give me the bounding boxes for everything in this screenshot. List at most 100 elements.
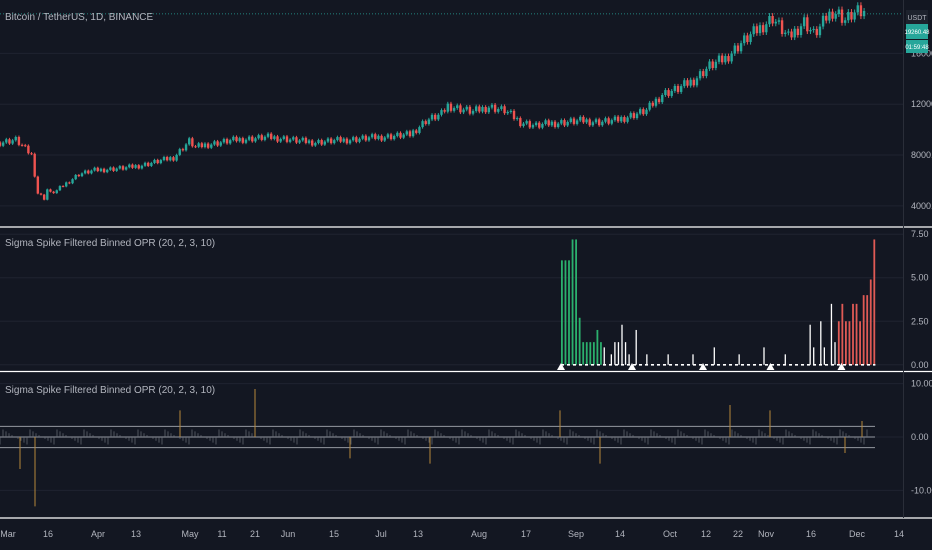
- x-axis-label: 16: [806, 529, 816, 539]
- x-axis-label: 14: [615, 529, 625, 539]
- candle-body: [206, 143, 210, 148]
- candle-body: [550, 121, 554, 126]
- candle-body: [724, 56, 727, 63]
- oscillator-pane-title: Sigma Spike Filtered Binned OPR (20, 2, …: [5, 385, 215, 396]
- candle-body: [326, 138, 330, 142]
- candle-body: [386, 134, 390, 138]
- candle-body: [736, 45, 740, 52]
- x-axis-label: 21: [250, 529, 260, 539]
- candle-body: [165, 156, 169, 161]
- candle-body: [188, 138, 191, 145]
- candle-body: [673, 85, 677, 91]
- candle-body: [500, 106, 503, 110]
- indicator-bar: [841, 303, 844, 365]
- candle-body: [793, 28, 796, 38]
- candle-body: [118, 166, 122, 169]
- candle-body: [295, 137, 298, 143]
- candle-body: [153, 159, 156, 163]
- candle-body: [853, 12, 856, 20]
- candle-body: [528, 121, 531, 128]
- candle-body: [758, 25, 762, 34]
- candle-body: [424, 121, 427, 124]
- candle-body: [575, 120, 579, 124]
- candle-body: [806, 17, 809, 32]
- candle-body: [459, 105, 462, 113]
- candle-body: [311, 140, 314, 146]
- candle-body: [27, 145, 30, 154]
- candle-body: [65, 182, 68, 187]
- candle-body: [0, 142, 2, 146]
- price-tick-label: 8000.00: [911, 150, 932, 160]
- triangle-marker: [628, 363, 636, 370]
- candle-body: [235, 136, 238, 142]
- candle-body: [42, 194, 46, 200]
- candle-body: [679, 86, 683, 92]
- candle-body: [547, 120, 550, 126]
- candle-body: [336, 137, 339, 141]
- candle-body: [273, 136, 276, 139]
- candle-body: [702, 71, 705, 77]
- candle-body: [244, 139, 248, 143]
- candle-body: [560, 120, 563, 124]
- indicator-bar: [610, 354, 612, 365]
- candle-body: [821, 15, 825, 27]
- candle-body: [30, 153, 33, 155]
- x-axis-label: 14: [894, 529, 904, 539]
- candle-body: [216, 141, 219, 146]
- candle-body: [323, 141, 327, 145]
- candle-body: [493, 104, 497, 112]
- candle-body: [285, 136, 289, 142]
- candle-body: [717, 55, 721, 62]
- candle-body: [219, 142, 222, 146]
- indicator-bar: [592, 342, 595, 365]
- x-axis-label: 13: [413, 529, 423, 539]
- candle-body: [828, 11, 831, 21]
- x-axis-label: 11: [217, 529, 226, 539]
- x-axis-label: 12: [701, 529, 711, 539]
- candle-body: [531, 125, 535, 128]
- candle-body: [623, 117, 626, 122]
- indicator-bar: [820, 321, 822, 365]
- x-axis-label: 16: [43, 529, 53, 539]
- candle-body: [705, 68, 708, 77]
- candle-body: [799, 26, 803, 36]
- candle-body: [1, 142, 5, 146]
- candle-body: [462, 109, 465, 113]
- candle-body: [556, 123, 560, 128]
- candle-body: [301, 137, 304, 141]
- candle-body: [402, 134, 405, 138]
- countdown-label: 01:59:48: [905, 45, 929, 51]
- candle-body: [266, 133, 270, 137]
- candle-body: [421, 121, 424, 128]
- candle-body: [339, 137, 342, 142]
- candle-body: [352, 137, 355, 141]
- indicator-bar: [837, 321, 840, 365]
- candle-body: [802, 17, 806, 27]
- candle-body: [83, 170, 87, 174]
- x-axis-label: 15: [329, 529, 339, 539]
- candle-body: [632, 113, 636, 119]
- candle-body: [80, 173, 84, 177]
- x-axis-label: Mar: [0, 529, 16, 539]
- indicator-bar: [823, 347, 825, 365]
- candle-body: [307, 140, 311, 143]
- triangle-marker: [837, 363, 846, 370]
- candle-body: [17, 136, 21, 145]
- candle-body: [270, 133, 273, 139]
- candle-body: [686, 80, 689, 86]
- candle-body: [377, 135, 380, 139]
- indicator-pane-title: Sigma Spike Filtered Binned OPR (20, 2, …: [5, 238, 215, 249]
- candle-body: [238, 138, 241, 142]
- price-badge[interactable]: USDT 19260.48 01:59:48: [904, 10, 930, 53]
- candle-body: [610, 120, 613, 124]
- candle-body: [683, 80, 686, 87]
- candle-body: [651, 102, 654, 106]
- candle-body: [503, 106, 506, 114]
- indicator-bar: [578, 317, 581, 365]
- candle-body: [642, 109, 645, 115]
- indicator-bar: [589, 342, 592, 365]
- candle-body: [525, 121, 528, 124]
- candle-body: [159, 160, 163, 164]
